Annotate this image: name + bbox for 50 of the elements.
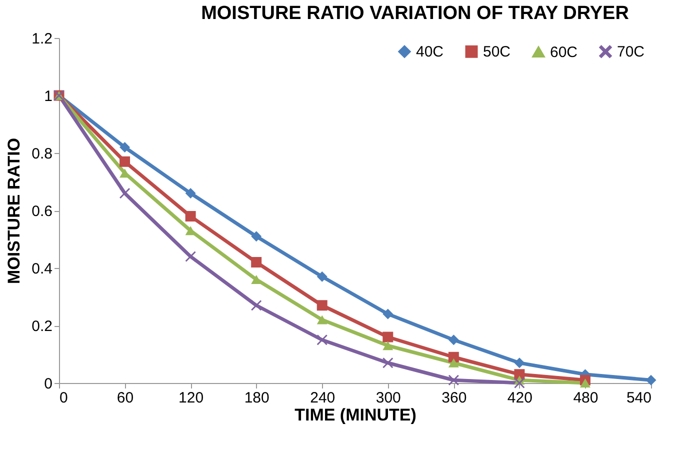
point xyxy=(316,271,328,282)
y-tick-label: 1 xyxy=(44,88,52,105)
point xyxy=(382,332,394,342)
point xyxy=(580,378,590,388)
x-axis-title: TIME (MINUTE) xyxy=(294,406,416,424)
y-tick-label: 0 xyxy=(44,376,52,392)
chart-title: MOISTURE RATIO VARIATION OF TRAY DRYER xyxy=(201,3,630,24)
x-tick-label: 60 xyxy=(116,390,134,406)
y-axis-title: MOISTURE RATIO xyxy=(4,138,24,284)
point xyxy=(251,231,262,242)
x-tick-label: 120 xyxy=(178,390,204,406)
y-tick-label: 0.4 xyxy=(32,260,52,278)
point xyxy=(120,156,130,167)
point xyxy=(251,274,262,284)
point xyxy=(448,374,459,386)
x-tick-label: 480 xyxy=(573,390,598,406)
x-tick-label: 180 xyxy=(244,390,270,406)
x-tick-label: 300 xyxy=(376,390,401,406)
point xyxy=(316,315,328,324)
point xyxy=(316,334,328,346)
point xyxy=(646,374,656,386)
point xyxy=(316,300,328,311)
point xyxy=(185,251,196,262)
legend-label: 40C xyxy=(416,44,444,61)
legend-label: 60C xyxy=(550,44,578,61)
point xyxy=(514,378,525,388)
point xyxy=(448,334,459,346)
x-tick-label: 360 xyxy=(442,390,467,406)
y-tick-label: 0.8 xyxy=(32,146,52,162)
x-tick-label: 540 xyxy=(626,390,652,406)
y-tick-label: 0.6 xyxy=(32,203,52,220)
y-tick-label: 0.2 xyxy=(32,318,52,335)
point xyxy=(120,188,130,198)
x-tick-label: 420 xyxy=(507,390,532,406)
x-tick-label: 0 xyxy=(60,390,68,406)
legend-label: 50C xyxy=(483,44,511,61)
point xyxy=(514,358,525,368)
point xyxy=(448,358,459,368)
point xyxy=(382,341,394,350)
x-tick-label: 240 xyxy=(310,390,336,406)
point xyxy=(382,358,394,368)
point xyxy=(251,300,262,311)
point xyxy=(448,352,459,362)
point xyxy=(185,188,196,198)
point xyxy=(251,257,262,268)
point xyxy=(382,308,394,320)
point xyxy=(120,142,130,152)
y-tick-label: 1.2 xyxy=(32,30,52,48)
legend-label: 70C xyxy=(617,44,645,61)
point xyxy=(185,211,196,222)
